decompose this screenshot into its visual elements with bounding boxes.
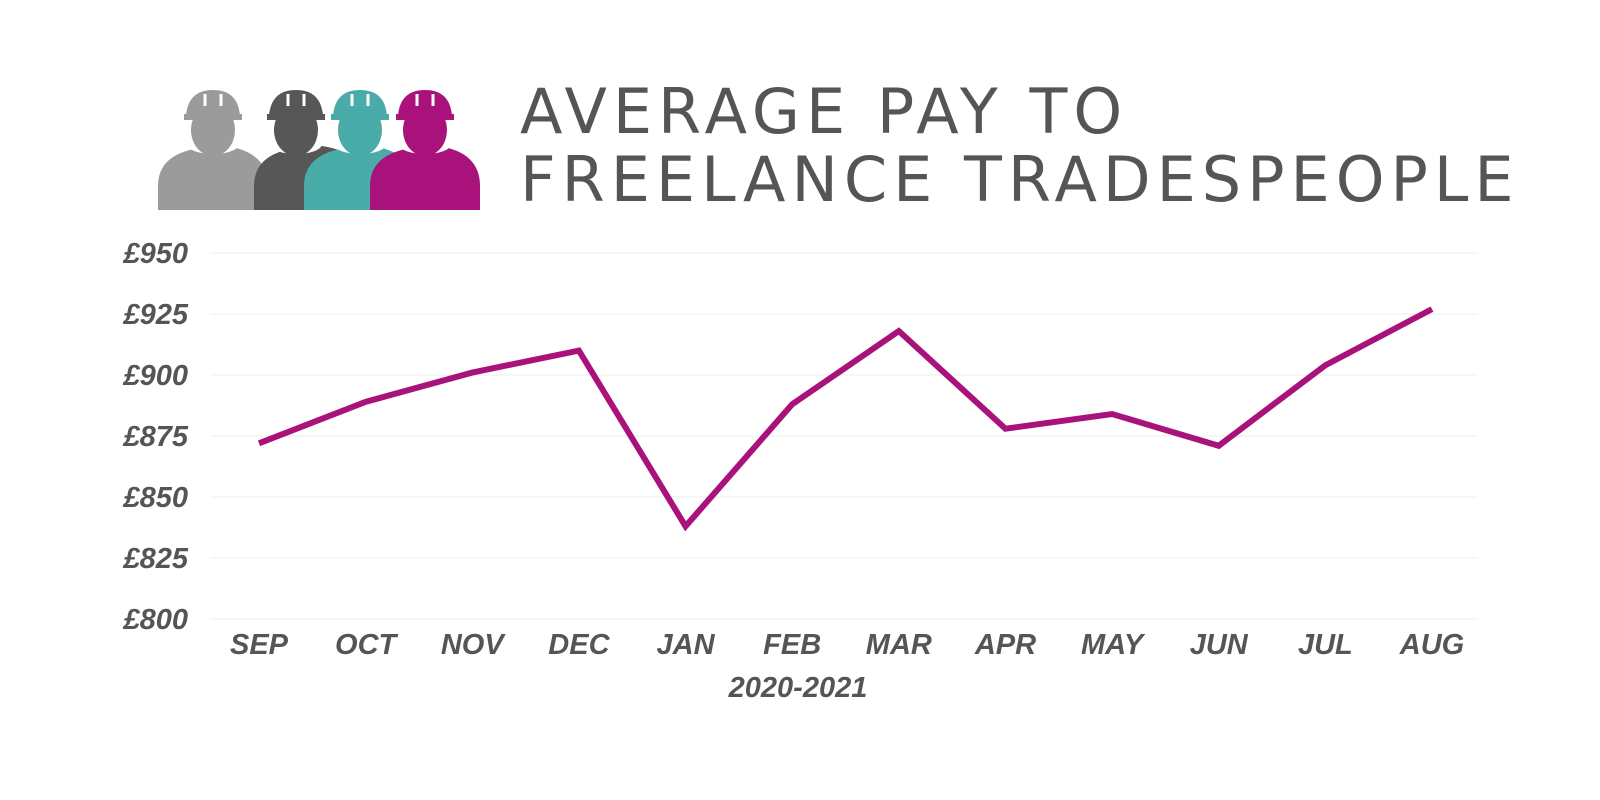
chart-title-line-2: FREELANCE TRADESPEOPLE <box>520 143 1520 216</box>
y-tick-label: £900 <box>122 360 188 392</box>
y-tick-label: £850 <box>122 482 188 514</box>
x-tick-label: MAY <box>1081 629 1146 661</box>
gridlines <box>210 252 1478 620</box>
x-tick-label: MAR <box>866 629 932 661</box>
x-tick-label: NOV <box>441 629 507 661</box>
y-axis-ticks: £800 £825 £850 £875 £900 £925 £950 <box>122 238 188 636</box>
y-tick-label: £825 <box>122 543 188 575</box>
x-tick-label: SEP <box>230 629 289 661</box>
series-layer <box>257 306 1434 532</box>
x-tick-label: FEB <box>763 629 821 661</box>
x-tick-label: DEC <box>548 629 610 661</box>
x-axis-title: 2020-2021 <box>728 672 868 704</box>
worker-icon-magenta <box>370 90 480 210</box>
y-tick-label: £800 <box>122 604 188 636</box>
x-tick-label: OCT <box>335 629 399 661</box>
y-tick-label: £925 <box>122 299 188 331</box>
chart-title: AVERAGE PAY TO FREELANCE TRADESPEOPLE <box>520 78 1520 214</box>
y-tick-label: £875 <box>122 421 188 453</box>
x-tick-label: JAN <box>657 629 716 661</box>
x-tick-label: JUL <box>1298 629 1353 661</box>
x-axis-ticks: SEP OCT NOV DEC JAN FEB MAR APR MAY JUN JUL AUG <box>230 629 1464 661</box>
workers-logo <box>158 90 480 210</box>
x-tick-label: APR <box>974 629 1036 661</box>
series-line <box>257 306 1434 532</box>
x-tick-label: AUG <box>1399 629 1464 661</box>
worker-icon-grey <box>158 90 268 210</box>
x-tick-label: JUN <box>1190 629 1249 661</box>
chart-title-line-1: AVERAGE PAY TO <box>520 75 1129 148</box>
y-tick-label: £950 <box>122 238 188 270</box>
